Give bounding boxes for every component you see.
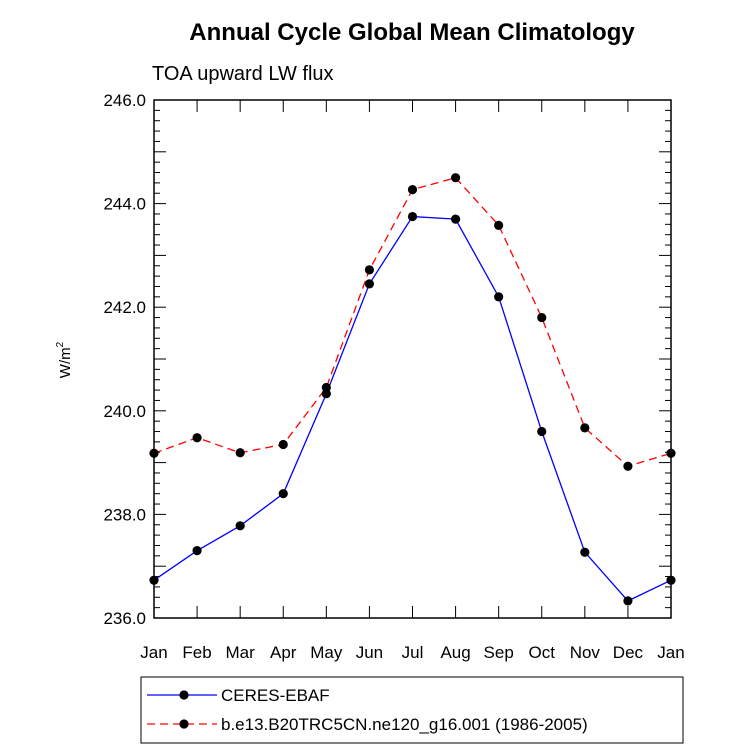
series-2-point [623,461,633,471]
series-2-point [407,185,418,195]
legend: CERES-EBAF b.e13.B20TRC5CN.ne120_g16.001 … [140,676,684,744]
legend-marker-1 [179,690,189,700]
x-tick-label: May [310,643,343,662]
y-tick-label: 246.0 [103,91,146,110]
legend-box [140,676,684,744]
ticks-layer: 236.0 238.0 240.0 242.0 244.0 246.0 Jan Feb Mar A… [103,91,684,662]
series-1-point [537,426,547,437]
series-2-point [364,265,375,275]
x-tick-label: Dec [613,643,644,662]
series-2-point [494,220,504,230]
series-1-point [580,547,590,557]
series-1-point [450,214,461,224]
series-2-point [537,312,547,323]
y-tick-label: 238.0 [103,505,146,524]
series-layer [149,173,676,606]
series-2-point [321,382,331,393]
x-tick-label: Oct [529,643,556,662]
x-tick-label: Feb [182,643,211,662]
y-axis-label-superscript: 2 [55,341,66,347]
series-2-point [278,439,288,450]
series-2-point [149,448,159,458]
plot-frame [153,99,672,619]
series-1-point [623,596,633,606]
x-tick-label: Nov [570,643,601,662]
x-tick-label: Sep [484,643,514,662]
series-2-point [450,173,461,183]
x-tick-label: Jul [402,643,424,662]
series-1-point [407,211,418,222]
series-1-point [494,292,504,302]
legend-label-2: b.e13.B20TRC5CN.ne120_g16.001 (1986-2005… [221,715,588,734]
x-tick-label: Aug [440,643,470,662]
x-tick-label: Apr [270,643,297,662]
chart-subtitle: TOA upward LW flux [152,63,334,85]
series-2-point [580,423,590,433]
series-1-point [666,575,676,585]
plot-border [153,99,672,619]
legend-marker-2 [179,719,189,729]
y-tick-label: 236.0 [103,609,146,628]
series-1-point [278,489,288,499]
series-2-point [192,433,202,443]
svg-text:W/m2: W/m2 [55,341,74,378]
y-axis-label: W/m2 [55,341,74,378]
y-tick-label: 242.0 [103,298,146,317]
x-tick-label: Jan [140,643,167,662]
chart-title: Annual Cycle Global Mean Climatology [189,19,635,46]
series-1-point [149,575,159,585]
legend-label-1: CERES-EBAF [221,686,330,705]
y-tick-label: 240.0 [103,402,146,421]
x-tick-label: Mar [226,643,256,662]
x-tick-label: Jan [657,643,684,662]
series-1-point [364,279,375,289]
series-2-point [666,448,676,458]
y-tick-label: 244.0 [103,195,146,214]
series-1-point [235,521,245,531]
series-1-point [192,546,202,556]
series-2-point [235,448,245,458]
x-tick-label: Jun [356,643,383,662]
series-line-1 [153,215,672,602]
y-axis-label-text: W/m [57,347,74,378]
